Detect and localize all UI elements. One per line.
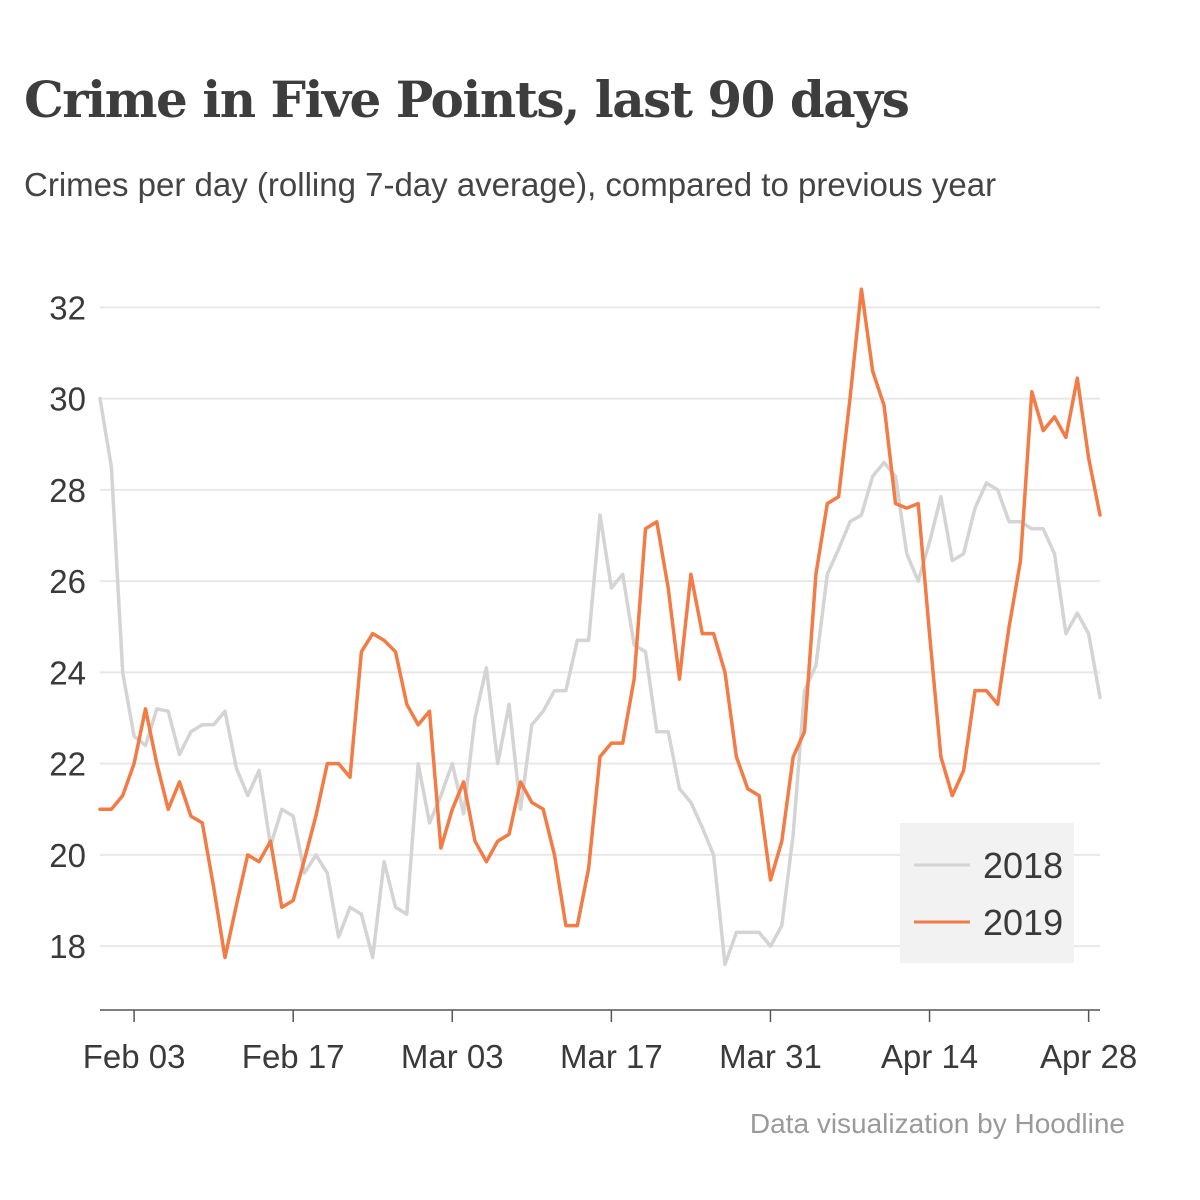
x-tick-label: Apr 28 [1040,1038,1137,1075]
x-tick-label: Apr 14 [881,1038,978,1075]
y-tick-label: 30 [49,381,86,418]
y-tick-label: 28 [49,472,86,509]
series-line-2019 [98,287,1102,960]
series-line-2018 [98,396,1102,967]
legend-label-2019: 2019 [983,902,1063,943]
y-tick-label: 22 [49,746,86,783]
x-tick-label: Mar 31 [719,1038,822,1075]
legend-label-2018: 2018 [983,845,1063,886]
series-lines [98,287,1102,967]
legend-background [900,823,1074,963]
x-axis-ticks: Feb 03 Feb 17 Mar 03 Mar 17 Mar 31 Apr 14 Apr … [83,1010,1137,1075]
y-tick-label: 18 [49,928,86,965]
y-tick-label: 26 [49,563,86,600]
x-tick-label: Mar 03 [401,1038,504,1075]
chart-subtitle: Crimes per day (rolling 7-day average), … [24,166,997,203]
y-tick-label: 24 [49,654,86,691]
chart-title: Crime in Five Points, last 90 days [24,70,910,129]
x-tick-label: Feb 17 [242,1038,345,1075]
credit-line: Data visualization by Hoodline [749,1108,1125,1139]
y-axis-ticks: 18 20 22 24 26 28 30 32 [49,289,86,965]
y-tick-label: 20 [49,837,86,874]
y-tick-label: 32 [49,289,86,326]
legend: 2018 2019 [900,823,1074,963]
x-tick-label: Feb 03 [83,1038,186,1075]
x-tick-label: Mar 17 [560,1038,663,1075]
